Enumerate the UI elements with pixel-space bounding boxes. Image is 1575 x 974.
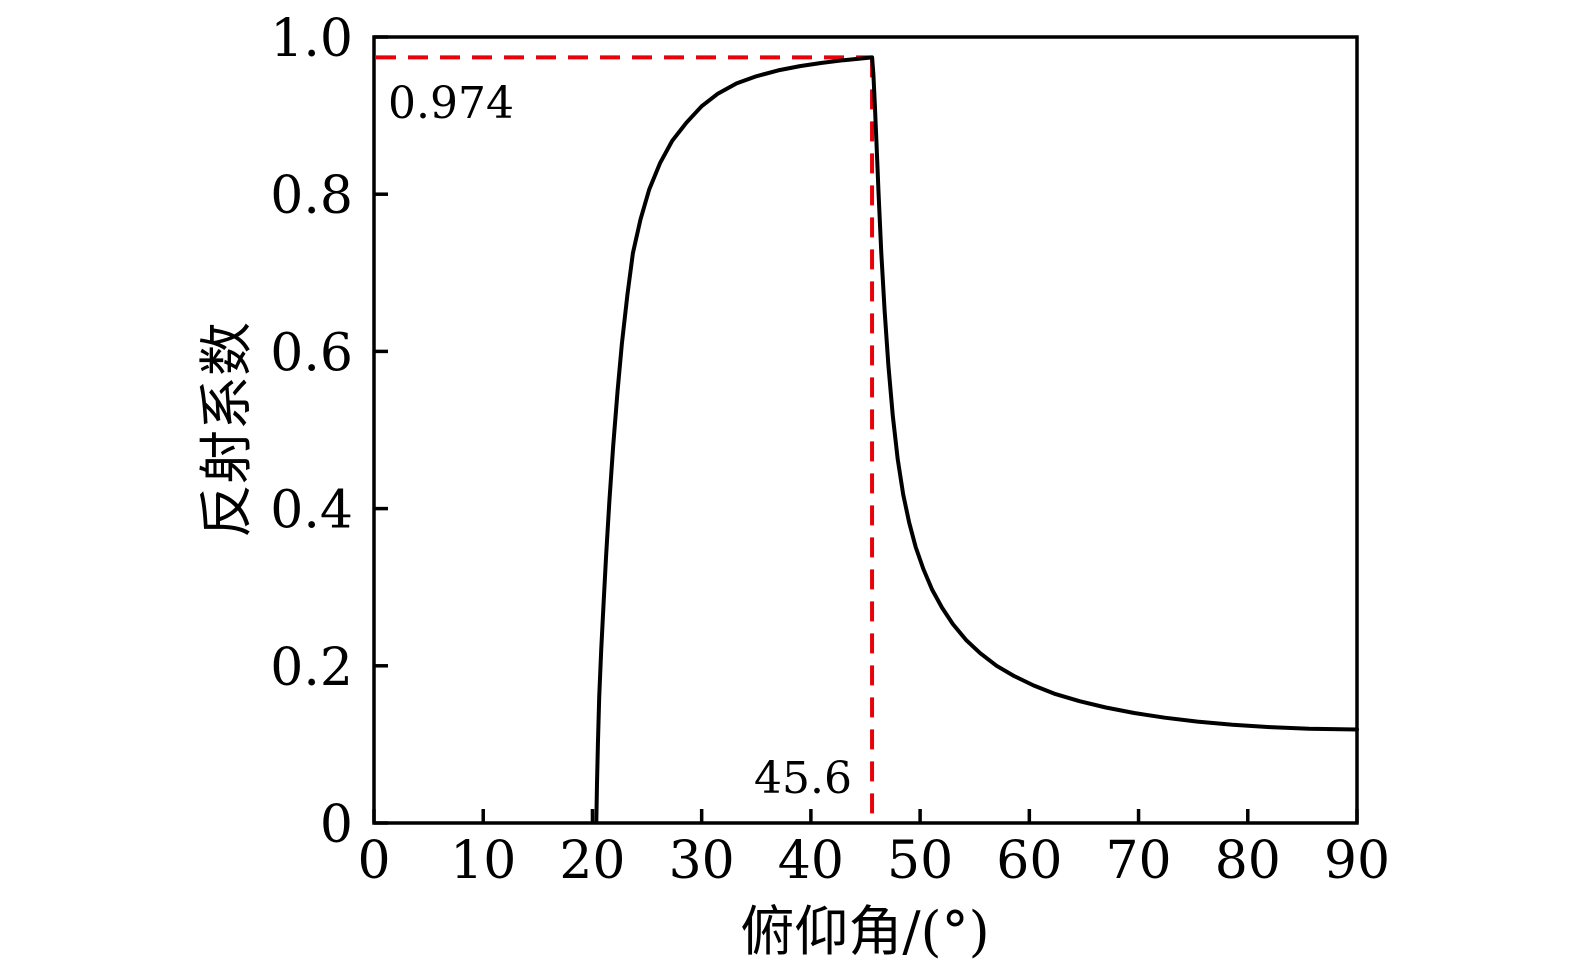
x-tick-label: 30: [669, 831, 735, 891]
peak-value-annotation: 0.974: [388, 78, 514, 129]
y-axis-label: 反射系数: [195, 322, 258, 538]
y-tick-label: 0.4: [270, 481, 353, 541]
x-tick-label: 50: [887, 831, 953, 891]
x-axis-label: 俯仰角/(°): [740, 900, 989, 963]
x-tick-label: 0: [357, 831, 390, 891]
x-tick-label: 70: [1105, 831, 1171, 891]
y-axis-tick-labels: 0 0.2 0.4 0.6 0.8 1.0: [270, 9, 353, 855]
x-axis-ticks: [372, 809, 1359, 823]
data-curve: [594, 55, 1359, 825]
y-tick-label: 0.8: [270, 166, 353, 226]
x-tick-label: 90: [1324, 831, 1390, 891]
x-tick-label: 20: [559, 831, 625, 891]
x-tick-label: 60: [996, 831, 1062, 891]
peak-angle-annotation: 45.6: [754, 753, 852, 804]
reflection-curve: [594, 55, 1359, 825]
plot-border: [372, 35, 1359, 825]
x-axis-tick-labels: 0 10 20 30 40 50 60 70 80 90: [357, 831, 1390, 891]
y-tick-label: 1.0: [270, 9, 353, 69]
x-tick-label: 80: [1215, 831, 1281, 891]
x-tick-label: 40: [778, 831, 844, 891]
x-tick-label: 10: [450, 831, 516, 891]
y-tick-label: 0: [320, 795, 353, 855]
y-axis-ticks: [374, 35, 388, 825]
y-tick-label: 0.2: [270, 638, 353, 698]
peak-guide-lines: [376, 55, 875, 821]
y-tick-label: 0.6: [270, 323, 353, 383]
